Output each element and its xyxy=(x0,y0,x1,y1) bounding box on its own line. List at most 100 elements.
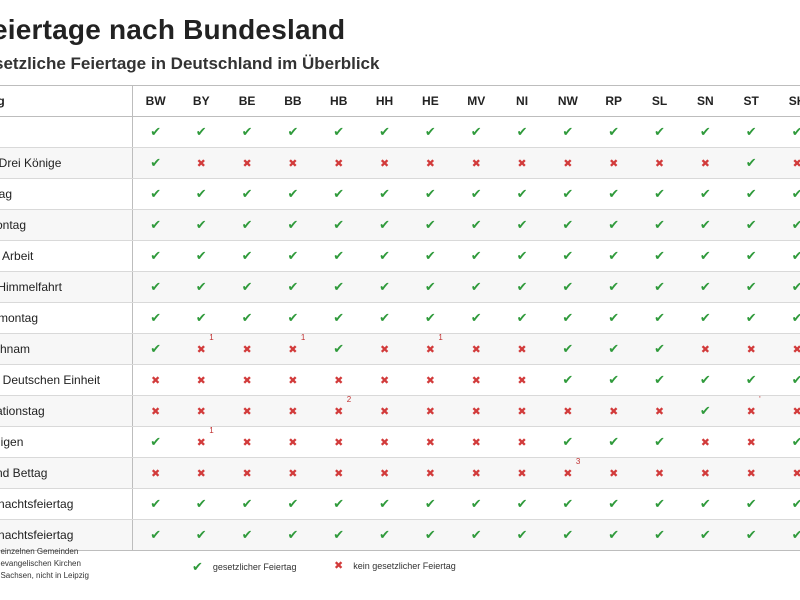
holiday-name: ge Drei Könige xyxy=(0,147,133,179)
table-cell: ✖1 xyxy=(269,333,316,365)
cell-mark: ✖ ' xyxy=(744,395,761,420)
cell-mark: ✔ xyxy=(653,340,667,358)
table-cell: ✔ xyxy=(361,116,408,148)
cell-mark: ✖2 xyxy=(332,395,351,420)
cell-mark: ✔ xyxy=(744,216,758,234)
footnote-marker: 1 xyxy=(209,426,214,435)
cross-icon: ✖ xyxy=(334,560,344,572)
cross-icon: ✖ xyxy=(288,437,298,449)
table-cell: ✖ xyxy=(178,395,225,427)
check-icon: ✔ xyxy=(699,186,711,201)
cross-icon: ✖ xyxy=(792,158,800,170)
table-cell: ✖ xyxy=(682,147,729,179)
check-icon: ✔ xyxy=(470,310,482,325)
footnote-2: in evangelischen Kirchen xyxy=(0,559,81,568)
cell-mark: ✔ xyxy=(286,123,300,141)
check-icon: ✔ xyxy=(608,372,620,387)
check-icon: ✔ xyxy=(654,496,665,511)
cell-mark: ✔ xyxy=(149,309,163,327)
cross-icon: ✖ xyxy=(196,468,206,480)
check-icon: ✔ xyxy=(699,496,711,511)
table-cell: ✖ xyxy=(544,147,591,179)
holiday-table: rtag BWBYBEBBHBHHHEMVNINWRPSLSNSTSH ahr ✔… xyxy=(0,85,800,551)
cell-mark: ✔ xyxy=(194,185,208,203)
cell-mark: ✔ xyxy=(149,278,163,296)
table-cell: ✖ xyxy=(453,457,500,489)
table-cell: ✔ xyxy=(774,209,800,241)
cell-mark: ✔ xyxy=(240,123,254,141)
cell-mark: ✔ xyxy=(698,278,712,296)
table-cell: ✔ xyxy=(361,209,408,241)
cell-mark: ✔ xyxy=(561,216,575,234)
cell-mark: ✖ xyxy=(286,154,300,172)
check-icon: ✔ xyxy=(745,279,757,294)
check-icon: ✔ xyxy=(562,527,574,542)
cell-mark: ✖ xyxy=(378,154,392,172)
column-header-state: RP xyxy=(590,85,637,117)
check-icon: ✔ xyxy=(791,434,800,449)
column-header-state: SH xyxy=(774,85,800,117)
column-header-state: HH xyxy=(361,85,408,117)
table-cell: ✔ xyxy=(407,302,454,334)
check-icon: ✔ xyxy=(470,496,482,511)
cell-mark: ✔ xyxy=(149,185,163,203)
column-header-state: NW xyxy=(544,85,591,117)
table-cell: ✔ xyxy=(407,488,454,520)
table-cell: ✔ xyxy=(361,302,408,334)
check-icon: ✔ xyxy=(745,527,757,542)
cell-mark: ✖ xyxy=(286,371,300,389)
cell-mark: ✖ xyxy=(423,154,437,172)
table-cell: ✔ xyxy=(544,519,591,551)
table-cell: ✖ xyxy=(590,457,637,489)
cross-icon: ✖ xyxy=(517,344,527,356)
cell-mark: ✔ xyxy=(653,216,667,234)
check-icon: ✔ xyxy=(150,186,162,201)
cell-mark: ✔ xyxy=(744,247,758,265)
cell-mark: ✖ xyxy=(332,371,346,389)
cell-mark: ✔ xyxy=(653,309,667,327)
cell-mark: ✖1 xyxy=(286,333,305,358)
check-icon: ✔ xyxy=(287,310,299,325)
cell-mark: ✔ xyxy=(240,216,254,234)
legend-item-no: ✖ kein gesetzlicher Feiertag xyxy=(334,559,456,572)
table-cell: ✖ xyxy=(682,457,729,489)
cross-icon: ✖ xyxy=(700,158,710,170)
cross-icon: ✖ xyxy=(334,437,344,449)
cell-mark: ✔ xyxy=(423,495,437,513)
table-cell: ✔ xyxy=(774,488,800,520)
table-cell: ✖ xyxy=(544,395,591,427)
table-cell: ✔ xyxy=(407,178,454,210)
check-icon: ✔ xyxy=(562,186,574,201)
footnote-marker: 3 xyxy=(575,457,581,466)
cross-icon: ✖ xyxy=(471,375,481,387)
column-header-state: HB xyxy=(315,85,362,117)
table-row: der Deutschen Einheit ✖ ✖ ✖ ✖ ✖ ✖ ✖ ✖ ✖ ✔ ✔ ✔ ✔ ✔ ✔ xyxy=(0,364,800,396)
cross-icon: ✖ xyxy=(471,344,481,356)
cross-icon: ✖ xyxy=(746,437,756,449)
table-cell: ✖ xyxy=(453,426,500,458)
table-cell: ✔ xyxy=(453,519,500,551)
cell-mark: ✔ xyxy=(286,278,300,296)
cell-mark: ✖ xyxy=(286,402,300,420)
check-icon: ✔ xyxy=(791,217,800,232)
table-cell: ✖ xyxy=(315,364,362,396)
cell-mark: ✔ xyxy=(194,495,208,513)
cell-mark: ✔ xyxy=(515,495,529,513)
cross-icon: ✖ xyxy=(425,437,435,449)
check-icon: ✔ xyxy=(379,310,390,325)
table-cell: ✖ xyxy=(682,333,729,365)
table-cell: ✔ xyxy=(499,116,545,148)
cross-icon: ✖ xyxy=(746,406,756,418)
cell-mark: ✖ xyxy=(561,402,575,420)
check-icon: ✔ xyxy=(516,310,528,325)
table-cell: ✖ xyxy=(636,147,683,179)
cell-mark: ✔ xyxy=(469,123,483,141)
column-header-state: MV xyxy=(453,85,500,117)
cell-mark: ✔ xyxy=(607,340,621,358)
cell-mark: ✔ xyxy=(698,185,712,203)
cell-mark: ✔ xyxy=(744,278,758,296)
check-icon: ✔ xyxy=(654,124,665,139)
table-cell: ✖ xyxy=(590,147,637,179)
table-cell: ✖ xyxy=(636,395,683,427)
table-cell: ✔ xyxy=(544,209,591,241)
